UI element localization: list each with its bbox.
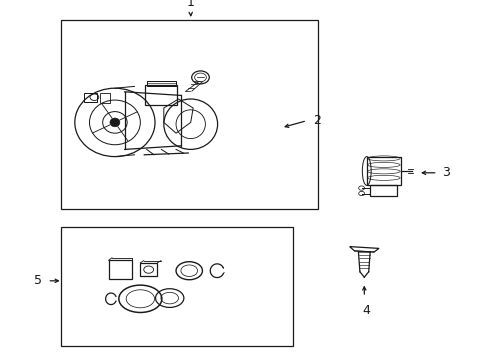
Bar [108,260,132,279]
Bar [61,20,317,209]
Bar [366,157,400,185]
Text: 1: 1 [186,0,194,9]
Bar [140,263,157,276]
Text: 5: 5 [34,274,41,287]
Text: 4: 4 [362,304,370,317]
Bar [61,227,293,346]
Bar [146,81,176,85]
Bar [100,93,110,103]
Bar [84,93,97,102]
Bar [145,85,177,105]
Ellipse shape [110,118,120,127]
Text: 3: 3 [442,166,449,179]
Bar [370,185,397,196]
Text: 2: 2 [312,114,320,127]
